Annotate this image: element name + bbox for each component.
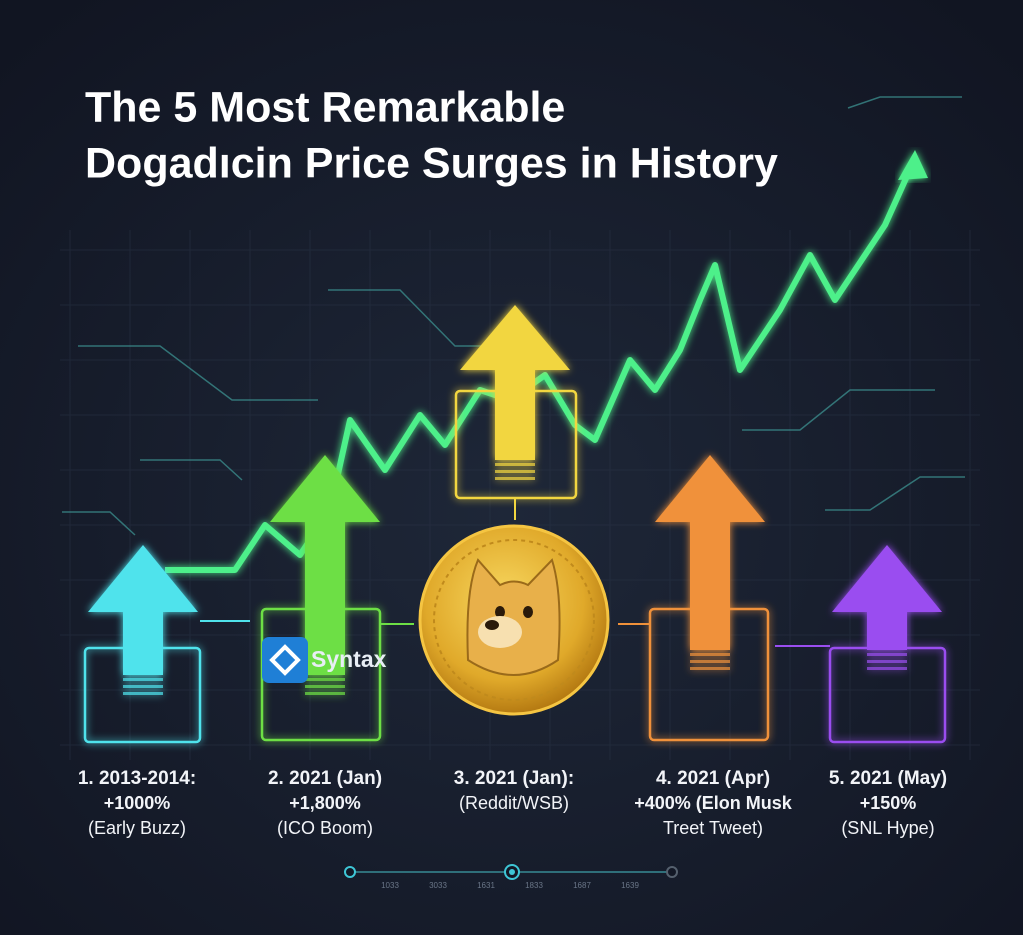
- arrow-shaft: [123, 611, 163, 675]
- item-label: +1000%: [104, 793, 171, 813]
- timeline-label: 3033: [429, 881, 447, 890]
- item-label: 2. 2021 (Jan): [268, 768, 382, 789]
- arrow-stripe: [495, 477, 535, 480]
- arrow-stripe: [867, 653, 907, 656]
- arrow-head: [832, 545, 942, 612]
- arrow-stripe: [123, 685, 163, 688]
- connectors: [62, 96, 965, 536]
- timeline-label: 1033: [381, 881, 399, 890]
- item-label: +1,800%: [289, 793, 361, 813]
- arrow: [454, 305, 578, 500]
- item-label: +150%: [860, 793, 917, 813]
- timeline-label: 1631: [477, 881, 495, 890]
- item-label: (Early Buzz): [88, 818, 186, 838]
- item-label: Treet Tweet): [663, 818, 763, 838]
- arrow-stripe: [867, 667, 907, 670]
- arrow-stripe: [690, 667, 730, 670]
- coin: [418, 524, 610, 716]
- arrow: [260, 455, 382, 742]
- arrow-head: [88, 545, 198, 612]
- timeline: [344, 864, 678, 880]
- trend-arrowhead: [898, 150, 928, 180]
- arrow-shaft: [495, 369, 535, 460]
- arrow-stripe: [690, 660, 730, 663]
- arrow-head: [655, 455, 765, 522]
- timeline-label: 1639: [621, 881, 639, 890]
- item-label: 1. 2013-2014:: [78, 768, 196, 789]
- arrow-stripe: [495, 463, 535, 466]
- arrow-stripe: [123, 678, 163, 681]
- item-label: 3. 2021 (Jan):: [454, 768, 574, 789]
- arrow-stripe: [867, 660, 907, 663]
- arrow-stripe: [305, 678, 345, 681]
- arrow-head: [460, 305, 570, 370]
- item-label: (Reddit/WSB): [459, 793, 569, 813]
- title-line: Dogadıcin Price Surges in History: [85, 139, 778, 187]
- item-label: 4. 2021 (Apr): [656, 768, 770, 789]
- arrow-stripe: [123, 692, 163, 695]
- arrow-shaft: [690, 521, 730, 650]
- item-label: (SNL Hype): [841, 818, 934, 838]
- arrow: [83, 545, 202, 744]
- arrow-head: [270, 455, 380, 522]
- arrow-stripe: [305, 685, 345, 688]
- timeline-label: 1687: [573, 881, 591, 890]
- item-label: +400% (Elon Musk: [634, 793, 793, 813]
- item-label: 5. 2021 (May): [829, 768, 947, 789]
- logo: Syntax: [262, 637, 387, 683]
- arrow: [648, 455, 770, 742]
- item-label: (ICO Boom): [277, 818, 373, 838]
- arrow-stripe: [495, 470, 535, 473]
- arrow-stripe: [305, 692, 345, 695]
- title-line: The 5 Most Remarkable: [85, 83, 565, 131]
- timeline-label: 1833: [525, 881, 543, 890]
- arrow-shaft: [305, 521, 345, 675]
- arrow-stripe: [690, 653, 730, 656]
- arrow-shaft: [867, 611, 907, 650]
- arrow: [828, 545, 947, 744]
- logo-text: Syntax: [311, 646, 387, 672]
